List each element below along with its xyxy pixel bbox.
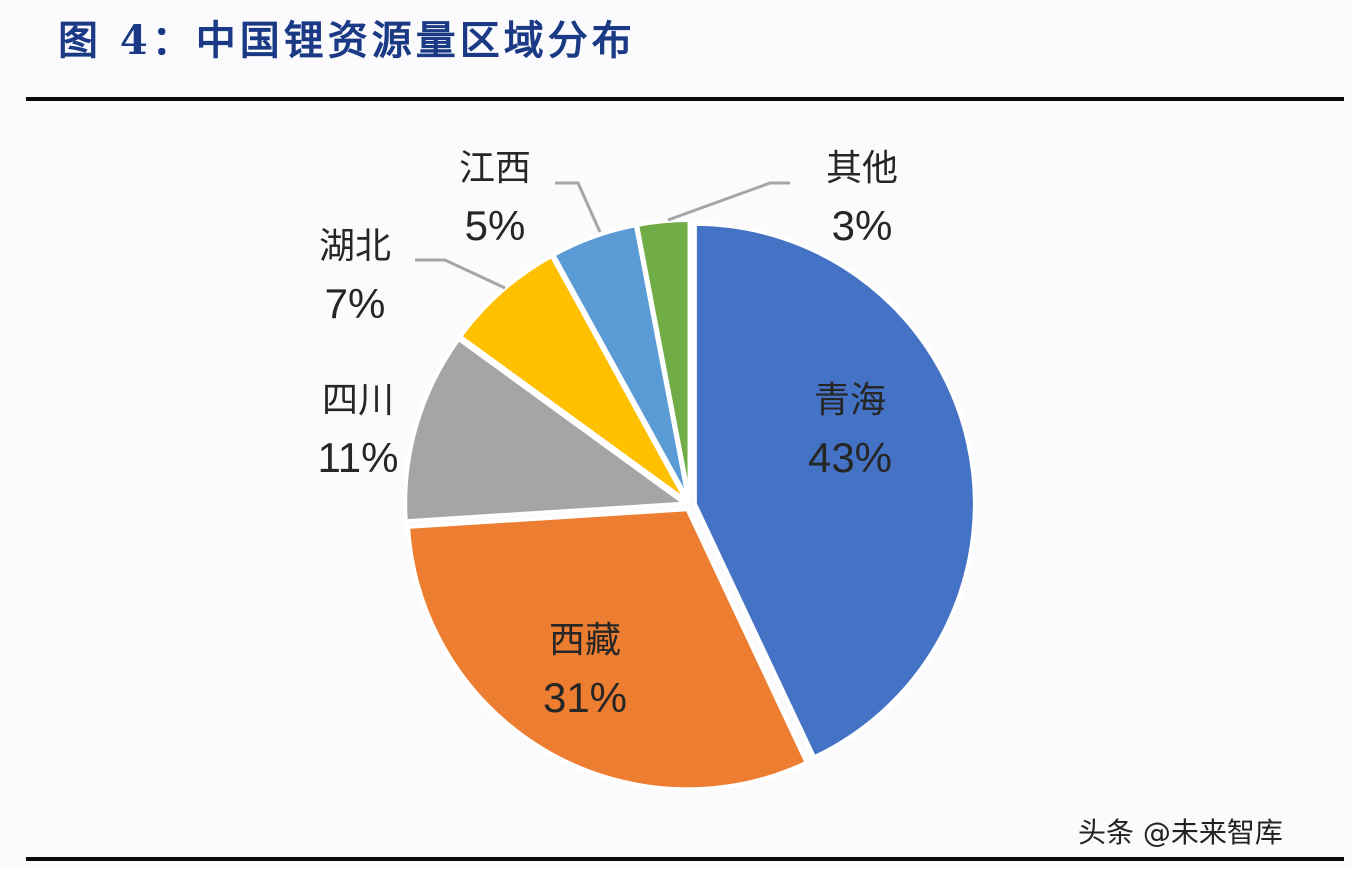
leader-line	[415, 258, 506, 290]
slice-label-name: 湖北	[319, 226, 391, 267]
pie-slices	[403, 218, 977, 792]
slice-label-percent: 11%	[318, 434, 399, 481]
figure-title: 图 4：中国锂资源量区域分布	[58, 17, 636, 64]
slice-label-name: 四川	[322, 380, 394, 421]
watermark: 头条 @未来智库	[1078, 816, 1283, 849]
slice-label-percent: 7%	[325, 280, 386, 327]
slice-label-percent: 5%	[465, 202, 526, 249]
pie-slice-0	[692, 221, 977, 760]
pie-slice-5	[635, 218, 692, 503]
slice-label-percent: 43%	[808, 434, 892, 481]
slice-label-name: 西藏	[549, 620, 621, 661]
leader-line	[555, 181, 602, 233]
slice-label-name: 青海	[814, 380, 886, 421]
pie-slice-1	[406, 507, 809, 792]
slice-label-name: 江西	[459, 148, 531, 189]
pie-slice-3	[458, 253, 689, 504]
slice-label-name: 其他	[826, 148, 898, 189]
pie-slice-2	[403, 337, 688, 524]
slice-label-percent: 3%	[832, 202, 893, 249]
bottom-rule	[26, 857, 1344, 861]
leader-lines	[415, 181, 790, 290]
data-labels: 青海 43% 西藏 31% 四川 11% 湖北 7% 江西 5% 其他 3%	[318, 148, 898, 721]
slice-label-percent: 31%	[543, 674, 627, 721]
top-rule	[26, 97, 1344, 101]
leader-line	[667, 181, 790, 222]
